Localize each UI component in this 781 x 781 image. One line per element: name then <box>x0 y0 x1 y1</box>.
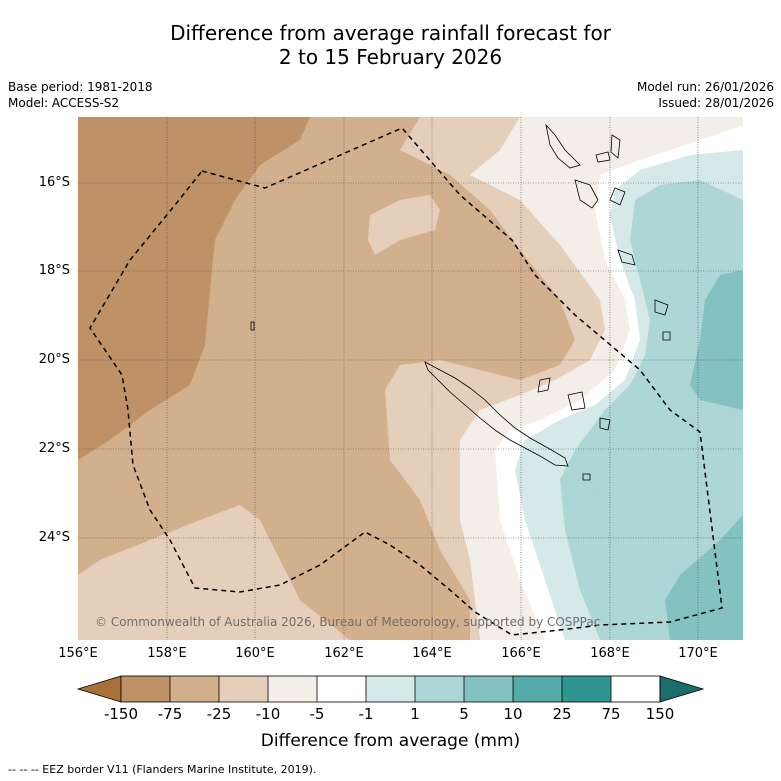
issued-date: Issued: 28/01/2026 <box>658 96 774 110</box>
band-plus10-south <box>665 515 743 640</box>
lon-label-160e: 160°E <box>235 646 275 661</box>
lat-label-20s: 20°S <box>38 352 70 367</box>
vanuatu-pentecost <box>610 134 621 159</box>
colorbar-box-10 <box>562 676 611 702</box>
lon-label-158e: 158°E <box>147 646 187 661</box>
colorbar-box-4 <box>268 676 317 702</box>
colorbar-arrow-left <box>76 675 122 703</box>
band-plus10-east <box>690 270 743 410</box>
band-minus75 <box>78 117 310 460</box>
colorbar-arrow-right <box>659 675 705 703</box>
model-run: Model run: 26/01/2026 <box>636 80 774 94</box>
colorbar-box-5 <box>317 676 366 702</box>
band-se-patch <box>580 455 743 535</box>
colorbar-dividers <box>169 676 612 702</box>
loyalty-island-2 <box>567 391 586 411</box>
colorbar-box-6 <box>366 676 415 702</box>
eez-legend: -- -- -- EEZ border V11 (Flanders Marine… <box>8 763 317 776</box>
colorbar-label-12: 150 <box>645 705 675 723</box>
colorbar-box-3 <box>219 676 268 702</box>
colorbar-label-3: -25 <box>206 705 232 723</box>
eez-border <box>89 127 723 636</box>
colorbar-label-1: -150 <box>103 705 139 723</box>
model-name: Model: ACCESS-S2 <box>8 96 120 110</box>
colorbar-box-8 <box>464 676 513 702</box>
lon-label-156e: 156°E <box>58 646 98 661</box>
vanuatu-efate <box>609 187 626 206</box>
small-island-ne <box>662 331 671 341</box>
lon-label-166e: 166°E <box>501 646 541 661</box>
lon-label-170e: 170°E <box>678 646 718 661</box>
colorbar <box>76 675 705 703</box>
vanuatu-tanna <box>654 299 669 316</box>
colorbar-label-7: 1 <box>410 705 420 723</box>
copyright-text: © Commonwealth of Australia 2026, Bureau… <box>95 615 600 629</box>
colorbar-box-1 <box>121 676 170 702</box>
colorbar-label-9: 10 <box>503 705 523 723</box>
vanuatu-espiritu-santo <box>545 123 581 169</box>
new-caledonia <box>424 361 569 467</box>
lon-label-162e: 162°E <box>324 646 364 661</box>
lat-label-22s: 22°S <box>38 441 70 456</box>
band-island <box>368 195 440 255</box>
colorbar-label-4: -10 <box>255 705 281 723</box>
colorbar-label-6: -1 <box>358 705 374 723</box>
title-line-2: 2 to 15 February 2026 <box>278 45 503 69</box>
lat-label-16s: 16°S <box>38 175 70 190</box>
walpole-island <box>582 473 591 481</box>
vanuatu-malekula <box>574 179 599 209</box>
vanuatu-banks <box>595 151 611 163</box>
colorbar-box-2 <box>170 676 219 702</box>
lon-label-164e: 164°E <box>412 646 452 661</box>
loyalty-island-3 <box>599 417 611 431</box>
colorbar-box-9 <box>513 676 562 702</box>
base-period: Base period: 1981-2018 <box>8 80 153 94</box>
coastlines <box>250 123 671 481</box>
rainfall-contours <box>78 117 743 640</box>
graticule <box>78 117 743 640</box>
loyalty-island-1 <box>537 377 551 393</box>
vanuatu-erromango <box>617 249 636 266</box>
colorbar-label-8: 5 <box>459 705 469 723</box>
lon-label-168e: 168°E <box>590 646 630 661</box>
colorbar-title: Difference from average (mm) <box>260 731 521 751</box>
colorbar-label-5: -5 <box>309 705 325 723</box>
colorbar-label-10: 25 <box>552 705 572 723</box>
colorbar-outline <box>120 675 661 703</box>
colorbar-label-2: -75 <box>157 705 183 723</box>
title-line-1: Difference from average rainfall forecas… <box>170 21 611 45</box>
lat-label-18s: 18°S <box>38 263 70 278</box>
lat-label-24s: 24°S <box>38 530 70 545</box>
colorbar-box-7 <box>415 676 464 702</box>
small-island-west <box>250 321 255 331</box>
colorbar-label-11: 75 <box>601 705 621 723</box>
